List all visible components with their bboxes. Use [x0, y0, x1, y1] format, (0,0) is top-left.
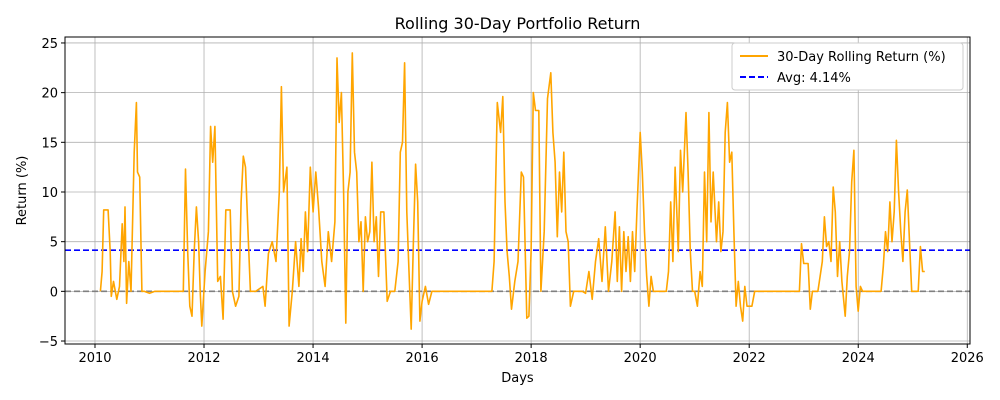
legend-box [731, 42, 964, 91]
x-tick-label: 2014 [297, 351, 330, 366]
y-axis-label: Return (%) [15, 156, 30, 226]
x-tick-label: 2016 [406, 351, 439, 366]
y-tick-label: 10 [41, 186, 58, 201]
series-line-rolling-return [99, 52, 925, 330]
y-tick-label: 15 [41, 136, 58, 151]
plot-frame [64, 36, 971, 345]
x-tick-label: 2010 [78, 351, 111, 366]
x-tick-label: 2012 [187, 351, 220, 366]
y-tick-label: 25 [41, 37, 58, 52]
y-tick-label: 5 [50, 236, 58, 251]
x-tick-label: 2020 [624, 351, 657, 366]
x-axis-label: Days [501, 371, 534, 386]
y-tick-label: −5 [39, 335, 58, 350]
x-tick-label: 2026 [951, 351, 984, 366]
chart-title: Rolling 30-Day Portfolio Return [395, 14, 641, 33]
y-axis: −5 0 5 10 15 20 25 [39, 37, 65, 350]
x-tick-label: 2022 [733, 351, 766, 366]
x-tick-label: 2018 [515, 351, 548, 366]
x-tick-label: 2024 [842, 351, 875, 366]
legend-label-average: Avg: 4.14% [777, 71, 851, 86]
reference-lines [65, 249, 970, 293]
x-axis: 2010 2012 2014 2016 2018 2020 2022 2024 2026 [78, 344, 984, 366]
series-layer [99, 52, 925, 330]
legend: 30-Day Rolling Return (%) Avg: 4.14% [731, 42, 964, 91]
y-tick-label: 0 [50, 285, 58, 300]
y-tick-label: 20 [41, 87, 58, 102]
legend-label-rolling-return: 30-Day Rolling Return (%) [777, 50, 946, 65]
